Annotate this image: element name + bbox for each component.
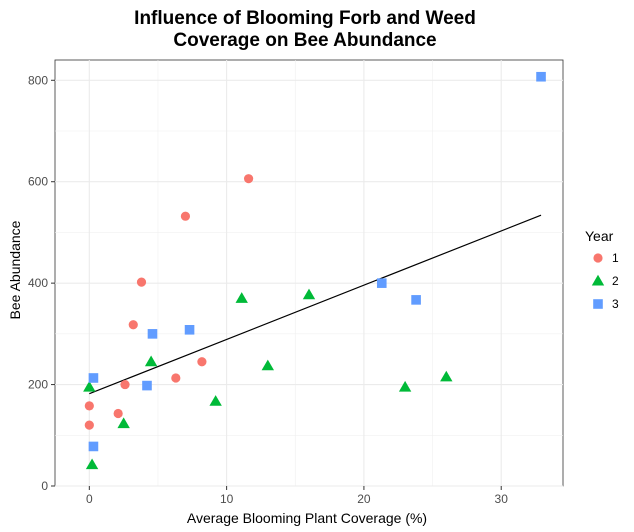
data-point-year-1 (197, 357, 207, 367)
data-point-year-1 (84, 401, 94, 411)
data-point-year-1 (120, 379, 130, 390)
x-tick-label: 0 (86, 492, 93, 506)
data-point-year-1 (128, 320, 138, 330)
chart-title-line-1: Influence of Blooming Forb and Weed (134, 8, 476, 29)
trendline (89, 214, 542, 395)
data-point-year-1 (84, 420, 94, 430)
gridlines (55, 60, 563, 487)
x-tick-label: 30 (495, 492, 509, 506)
data-point-year-2 (85, 458, 99, 470)
data-point-year-2 (398, 380, 412, 392)
y-axis-title: Bee Abundance (7, 220, 23, 319)
legend-key-year-2 (591, 274, 605, 286)
y-tick-label: 600 (28, 175, 48, 189)
x-axis: 0 10 20 30 (86, 486, 508, 506)
data-point-year-3 (536, 71, 546, 82)
data-point-year-1 (243, 174, 254, 184)
x-tick-label: 10 (220, 492, 234, 506)
data-point-year-2 (440, 370, 453, 382)
data-point-year-3 (411, 295, 421, 305)
data-point-year-2 (144, 355, 158, 367)
trendline-group (89, 214, 542, 395)
data-point-year-1 (171, 373, 181, 383)
x-axis-title: Average Blooming Plant Coverage (%) (187, 510, 427, 526)
legend-label-year-2: 2 (612, 274, 619, 288)
legend-key-year-3 (593, 299, 603, 309)
legend-label-year-3: 3 (612, 297, 619, 311)
data-point-year-3 (184, 325, 195, 335)
y-tick-label: 400 (28, 276, 48, 290)
data-point-year-3 (88, 373, 99, 383)
y-tick-label: 0 (41, 479, 48, 493)
data-points (83, 71, 546, 470)
plot-panel (54, 59, 564, 487)
data-point-year-2 (83, 380, 96, 392)
data-point-year-1 (113, 408, 123, 419)
legend-label-year-1: 1 (612, 251, 619, 265)
y-tick-label: 800 (28, 73, 48, 87)
legend-title: Year (585, 228, 614, 244)
data-point-year-2 (235, 292, 248, 303)
data-point-year-2 (261, 359, 275, 371)
data-point-year-1 (136, 277, 147, 287)
data-point-year-3 (88, 441, 99, 452)
y-tick-label: 200 (28, 378, 48, 392)
data-point-year-2 (209, 395, 222, 406)
data-point-year-2 (117, 417, 130, 429)
legend-key-year-1 (593, 253, 603, 263)
legend: Year 1 2 3 (585, 228, 619, 311)
data-point-year-1 (180, 211, 191, 221)
x-tick-label: 20 (357, 492, 371, 506)
data-point-year-3 (147, 329, 158, 339)
chart-title-line-2: Coverage on Bee Abundance (173, 30, 436, 51)
data-point-year-3 (376, 278, 387, 288)
y-axis: 0 200 400 600 800 (28, 73, 55, 493)
data-point-year-2 (302, 288, 316, 300)
data-point-year-3 (142, 380, 152, 391)
